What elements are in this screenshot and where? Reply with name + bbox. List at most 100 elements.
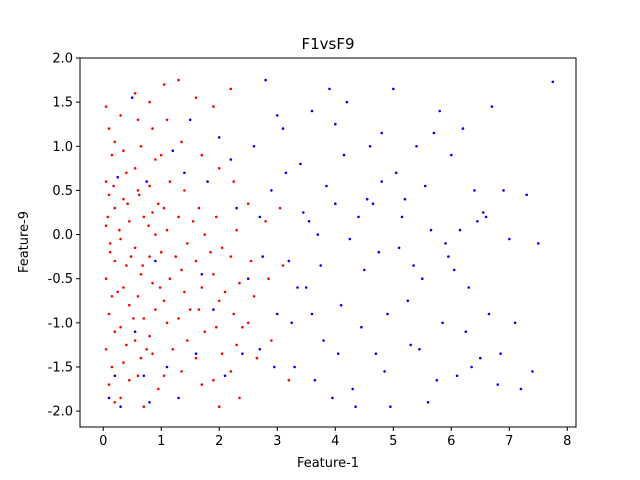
point-series-0-120: [106, 215, 110, 219]
point-series-0-88: [194, 356, 198, 360]
point-series-0-55: [148, 334, 151, 338]
point-series-0-101: [232, 180, 235, 183]
point-series-0-62: [162, 206, 166, 210]
point-series-1-13: [188, 118, 192, 122]
point-series-0-125: [126, 202, 129, 205]
point-series-1-88: [499, 352, 502, 356]
point-series-0-29: [122, 361, 125, 364]
point-series-1-45: [392, 87, 395, 91]
point-series-1-54: [450, 153, 453, 157]
point-series-0-116: [270, 339, 273, 342]
point-series-1-12: [177, 396, 180, 400]
point-series-0-65: [168, 277, 172, 281]
point-series-1-74: [336, 352, 340, 356]
point-series-0-115: [267, 277, 270, 281]
point-series-0-124: [118, 228, 121, 232]
point-series-0-76: [183, 290, 186, 294]
point-series-1-65: [513, 321, 517, 325]
point-series-1-96: [331, 396, 334, 400]
point-series-0-15: [110, 365, 114, 369]
point-series-1-58: [473, 189, 476, 192]
point-series-1-91: [273, 365, 276, 369]
point-series-0-83: [203, 233, 206, 236]
point-series-0-10: [104, 277, 108, 281]
point-series-1-110: [183, 171, 186, 175]
point-series-0-17: [113, 401, 117, 404]
point-series-0-24: [125, 264, 128, 267]
point-series-1-34: [328, 87, 331, 91]
point-series-1-27: [287, 259, 291, 263]
point-series-0-132: [157, 202, 160, 205]
point-series-1-23: [264, 78, 267, 82]
point-series-0-139: [241, 325, 244, 329]
point-series-0-40: [136, 295, 140, 298]
point-series-0-117: [278, 206, 282, 210]
point-series-0-28: [125, 343, 128, 347]
point-series-0-114: [264, 220, 267, 223]
point-series-1-0: [107, 396, 111, 400]
point-series-1-62: [496, 383, 500, 386]
point-series-1-48: [409, 343, 413, 347]
point-series-0-63: [165, 228, 169, 232]
point-series-0-54: [154, 308, 157, 311]
point-series-0-105: [232, 312, 235, 316]
point-series-1-108: [470, 365, 473, 369]
point-series-0-94: [212, 273, 215, 276]
point-series-0-122: [112, 184, 115, 188]
point-series-0-46: [148, 100, 151, 104]
point-series-1-41: [368, 145, 372, 148]
point-series-0-35: [133, 167, 137, 170]
point-series-1-68: [537, 242, 540, 245]
point-series-1-5: [133, 330, 137, 334]
point-series-1-103: [412, 264, 415, 267]
point-series-0-44: [136, 374, 140, 378]
point-series-1-109: [481, 211, 485, 214]
point-series-0-119: [287, 378, 291, 382]
point-series-1-33: [322, 339, 325, 342]
point-series-0-126: [129, 255, 133, 258]
point-series-1-52: [438, 109, 442, 113]
point-series-0-8: [108, 242, 112, 245]
x-axis-label: Feature-1: [297, 456, 359, 471]
point-series-1-118: [380, 131, 384, 135]
point-series-0-135: [188, 308, 192, 311]
point-series-1-32: [316, 233, 320, 236]
point-series-1-16: [212, 308, 215, 311]
point-series-1-69: [551, 80, 555, 84]
y-tick-label: 1.0: [52, 140, 73, 155]
point-series-0-21: [122, 197, 125, 201]
point-series-0-43: [139, 356, 143, 360]
point-series-1-3: [119, 405, 122, 409]
point-series-0-96: [215, 325, 218, 329]
point-series-0-111: [252, 295, 256, 298]
point-series-0-57: [157, 387, 160, 391]
point-series-0-18: [119, 114, 122, 117]
point-series-0-89: [200, 383, 204, 386]
point-series-1-4: [130, 96, 134, 99]
x-tick-label: 5: [389, 434, 397, 449]
point-series-1-61: [490, 105, 494, 108]
point-series-0-138: [223, 290, 227, 294]
point-series-0-41: [142, 317, 146, 320]
point-series-1-11: [171, 149, 175, 152]
point-series-0-66: [162, 299, 166, 303]
point-series-1-42: [374, 352, 378, 356]
point-series-0-90: [212, 105, 215, 108]
point-series-1-100: [377, 250, 381, 254]
point-series-0-113: [255, 356, 259, 360]
x-axis: 0 1 2 3 4 5 6 7 8: [99, 427, 571, 449]
point-series-0-19: [122, 149, 125, 152]
point-series-1-47: [403, 197, 407, 201]
y-tick-label: 0.5: [52, 184, 73, 199]
point-series-1-63: [502, 189, 505, 192]
point-series-0-27: [119, 325, 122, 329]
point-series-1-8: [148, 401, 151, 404]
point-series-1-57: [467, 286, 471, 289]
point-series-1-60: [484, 215, 488, 219]
x-tick-label: 0: [99, 434, 107, 449]
point-series-0-50: [151, 211, 154, 214]
point-series-1-43: [380, 180, 384, 183]
plot-frame: [79, 57, 577, 428]
point-series-0-84: [194, 259, 198, 263]
